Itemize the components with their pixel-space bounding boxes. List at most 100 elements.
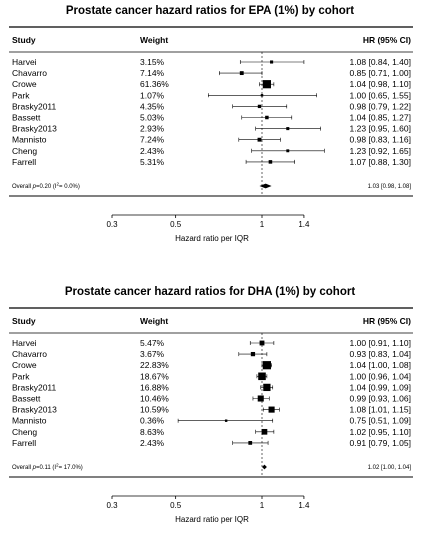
panel-0-study-name: Brasky2011: [12, 101, 57, 111]
panel-1-study-hr: 1.02 [0.95, 1.10]: [350, 427, 411, 437]
panel-0-point-estimate: [270, 60, 274, 64]
panel-0-x-tick-label: 0.5: [170, 220, 182, 229]
panel-0-study-name: Brasky2013: [12, 124, 57, 134]
panel-0-study-name: Mannisto: [12, 135, 47, 145]
panel-0-point-estimate: [260, 94, 264, 97]
panel-1-study-name: Crowe: [12, 360, 37, 370]
panel-0-point-estimate: [239, 71, 244, 76]
panel-0-study-hr: 1.04 [0.85, 1.27]: [350, 113, 411, 123]
panel-1-overall-diamond: [262, 464, 267, 470]
panel-0-study-name: Crowe: [12, 79, 37, 89]
panel-0-study-weight: 7.14%: [140, 68, 165, 78]
panel-1-study-name: Chavarro: [12, 349, 47, 359]
panel-1-point-estimate: [261, 428, 268, 435]
panel-0-study-weight: 2.93%: [140, 124, 165, 134]
panel-1-study-hr: 1.00 [0.91, 1.10]: [350, 338, 411, 348]
panel-1-study-weight: 10.59%: [140, 405, 169, 415]
panel-1-point-estimate: [248, 441, 253, 445]
panel-0-study-weight: 5.31%: [140, 157, 165, 167]
panel-1-study-hr: 1.04 [1.00, 1.08]: [350, 360, 411, 370]
panel-0-point-estimate: [262, 80, 271, 89]
panel-1-point-estimate: [258, 372, 266, 381]
panel-1-point-estimate: [263, 383, 271, 392]
panel-1-study-hr: 0.75 [0.51, 1.09]: [350, 416, 411, 426]
panel-1-study-weight: 10.46%: [140, 394, 169, 404]
panel-1-study-name: Cheng: [12, 427, 37, 437]
panel-0-study-name: Chavarro: [12, 68, 47, 78]
panel-1-study-hr: 1.08 [1.01, 1.15]: [350, 405, 411, 415]
panel-1-x-axis-label: Hazard ratio per IQR: [175, 515, 249, 524]
panel-0-study-weight: 7.24%: [140, 135, 165, 145]
panel-1-study-weight: 3.67%: [140, 349, 165, 359]
panel-1-overall-label: Overall p=0.11 (I2= 17.0%): [12, 463, 83, 472]
panel-0-study-name: Harvei: [12, 57, 37, 67]
panel-1-x-tick-label: 0.3: [106, 501, 118, 510]
panel-1-study-weight: 2.43%: [140, 438, 165, 448]
panel-0-point-estimate: [268, 160, 273, 164]
panel-0-study-hr: 0.98 [0.83, 1.16]: [350, 135, 411, 145]
panel-0-header-weight: Weight: [140, 35, 168, 45]
panel-0-study-hr: 0.98 [0.79, 1.22]: [350, 101, 411, 111]
panel-1-header-hr: HR (95% CI): [363, 316, 411, 326]
panel-0-point-estimate: [286, 127, 290, 131]
panel-0-study-name: Bassett: [12, 113, 41, 123]
panel-1-study-weight: 0.36%: [140, 416, 165, 426]
panel-0-header-hr: HR (95% CI): [363, 35, 411, 45]
panel-1-study-weight: 16.88%: [140, 382, 169, 392]
panel-0-point-estimate: [257, 137, 262, 142]
panel-1-point-estimate: [250, 351, 256, 357]
panel-1-header-weight: Weight: [140, 316, 168, 326]
panel-1-study-hr: 0.91 [0.79, 1.05]: [350, 438, 411, 448]
panel-1-point-estimate: [262, 361, 271, 370]
panel-1-point-estimate: [268, 406, 275, 413]
panel-0-study-name: Cheng: [12, 146, 37, 156]
panel-0-x-tick-label: 0.3: [106, 220, 118, 229]
panel-1-study-hr: 0.99 [0.93, 1.06]: [350, 394, 411, 404]
panel-0-study-hr: 0.85 [0.71, 1.00]: [350, 68, 411, 78]
panel-0-study-name: Park: [12, 90, 30, 100]
panel-0-study-weight: 4.35%: [140, 101, 165, 111]
panel-1-study-name: Park: [12, 371, 30, 381]
panel-0-study-hr: 1.08 [0.84, 1.40]: [350, 57, 411, 67]
panel-0-study-weight: 3.15%: [140, 57, 165, 67]
panel-0-study-weight: 61.36%: [140, 79, 169, 89]
panel-1-study-hr: 1.04 [0.99, 1.09]: [350, 382, 411, 392]
panel-1-study-hr: 1.00 [0.96, 1.04]: [350, 371, 411, 381]
panel-0-overall-diamond: [259, 183, 272, 189]
panel-0-study-weight: 2.43%: [140, 146, 165, 156]
panel-0-overall-label: Overall p=0.20 (I2= 0.0%): [12, 182, 80, 191]
panel-1-title: Prostate cancer hazard ratios for DHA (1…: [65, 286, 356, 298]
panel-1-study-name: Brasky2011: [12, 382, 57, 392]
panel-0-study-hr: 1.23 [0.92, 1.65]: [350, 146, 411, 156]
panel-1-overall-hr: 1.02 [1.00, 1.04]: [368, 465, 412, 471]
panel-1-study-weight: 18.67%: [140, 371, 169, 381]
panel-0-study-hr: 1.00 [0.65, 1.55]: [350, 90, 411, 100]
panel-0-x-tick-label: 1.4: [298, 220, 310, 229]
panel-0-overall-hr: 1.03 [0.98, 1.08]: [368, 184, 412, 190]
panel-0-study-name: Farrell: [12, 157, 36, 167]
panel-0-point-estimate: [286, 149, 290, 153]
panel-1-study-name: Brasky2013: [12, 405, 57, 415]
panel-1-study-name: Mannisto: [12, 416, 47, 426]
panel-1-study-weight: 22.83%: [140, 360, 169, 370]
panel-1-study-weight: 5.47%: [140, 338, 165, 348]
panel-1-point-estimate: [224, 419, 228, 422]
panel-0-study-weight: 5.03%: [140, 113, 165, 123]
panel-1-study-name: Farrell: [12, 438, 36, 448]
panel-0-study-weight: 1.07%: [140, 90, 165, 100]
panel-0-study-hr: 1.07 [0.88, 1.30]: [350, 157, 411, 167]
panel-0-point-estimate: [257, 104, 262, 109]
panel-0-title: Prostate cancer hazard ratios for EPA (1…: [66, 5, 354, 17]
panel-0-header-study: Study: [12, 35, 36, 45]
panel-1-point-estimate: [257, 395, 264, 402]
panel-1-study-hr: 0.93 [0.83, 1.04]: [350, 349, 411, 359]
panel-0-point-estimate: [265, 115, 269, 120]
panel-1-x-tick-label: 1: [260, 501, 265, 510]
panel-0-x-axis-label: Hazard ratio per IQR: [175, 234, 249, 243]
panel-1-x-tick-label: 1.4: [298, 501, 310, 510]
panel-0-x-tick-label: 1: [260, 220, 265, 229]
panel-1-x-tick-label: 0.5: [170, 501, 182, 510]
panel-1-study-name: Bassett: [12, 394, 41, 404]
panel-1-header-study: Study: [12, 316, 36, 326]
